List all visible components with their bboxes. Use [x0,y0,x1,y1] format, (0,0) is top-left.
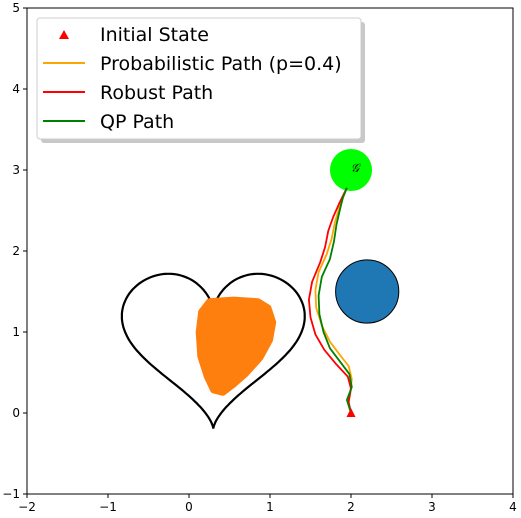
series-line-1 [307,187,352,414]
initial-state-marker [346,408,356,417]
paths-layer [307,187,353,414]
regions-layer [120,148,400,429]
y-tick-label: 3 [12,163,20,177]
y-tick-label: 2 [12,244,20,258]
x-tick-label: 4 [509,500,517,514]
x-tick-label: 3 [428,500,436,514]
markers-layer: 𝒢 [346,161,362,417]
x-tick-label: −2 [18,500,36,514]
legend-marker-initial-state [59,30,69,39]
legend-label-robust: Robust Path [100,82,213,104]
legend-label-initial-state: Initial State [100,24,209,46]
x-tick-label: 2 [347,500,355,514]
legend-box [36,17,362,140]
circle-obstacle [335,259,400,324]
goal-label: 𝒢 [351,161,362,175]
y-tick-label: 4 [12,82,20,96]
goal-region [329,148,373,192]
legend-label-probabilistic: Probabilistic Path (p=0.4) [100,53,342,75]
heart-obstacle [120,272,306,429]
x-tick-label: 1 [266,500,274,514]
legend: Initial State Probabilistic Path (p=0.4)… [36,17,365,143]
y-tick-label: 0 [12,406,20,420]
uncertain-orange-region [195,296,277,396]
y-tick-label: −1 [2,487,20,501]
x-tick-label: −1 [99,500,117,514]
x-tick-label: 0 [185,500,193,514]
legend-label-qp: QP Path [100,111,174,133]
series-line-2 [317,187,353,414]
y-tick-label: 5 [12,1,20,15]
y-tick-label: 1 [12,325,20,339]
